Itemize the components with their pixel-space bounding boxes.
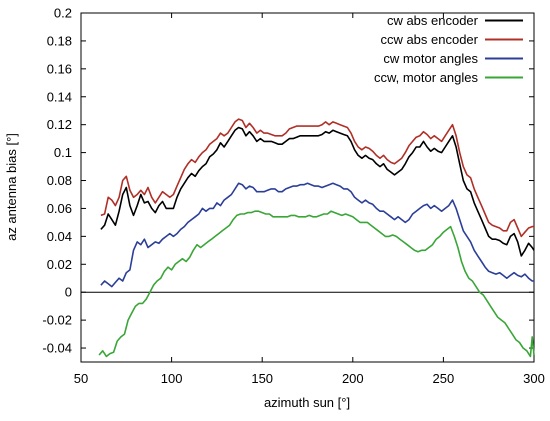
y-tick-label: -0.04 (42, 341, 72, 356)
plot-frame (80, 12, 535, 363)
y-tick-label: 0.2 (54, 6, 72, 21)
y-tick-label: 0.02 (47, 257, 72, 272)
x-tick-label: 100 (161, 371, 183, 386)
series-line-2 (100, 182, 534, 288)
y-tick-label: 0.18 (47, 33, 72, 48)
x-tick-label: 250 (433, 371, 455, 386)
y-tick-label: 0.04 (47, 229, 72, 244)
legend-label-0: cw abs encoder (387, 13, 479, 28)
y-tick-label: 0.06 (47, 201, 72, 216)
x-tick-label: 150 (251, 371, 273, 386)
series-line-1 (100, 118, 534, 238)
legend: cw abs encoder ccw abs encoder cw motor an… (374, 13, 523, 85)
y-axis-title: az antenna bias [°] (4, 133, 19, 241)
y-tick-label: 0.14 (47, 89, 72, 104)
x-tick-label: 200 (342, 371, 364, 386)
series-line-3 (98, 210, 535, 358)
y-tick-label: 0.08 (47, 173, 72, 188)
y-tick-label: 0.1 (54, 145, 72, 160)
legend-label-3: ccw, motor angles (374, 70, 479, 85)
y-tick-label: 0 (65, 285, 72, 300)
legend-label-2: cw motor angles (383, 51, 478, 66)
x-axis-title: azimuth sun [°] (264, 395, 350, 410)
y-tick-label: 0.16 (47, 61, 72, 76)
y-tick-label: 0.12 (47, 117, 72, 132)
x-tick-label: 50 (74, 371, 88, 386)
legend-label-1: ccw abs encoder (380, 32, 478, 47)
x-tick-label: 300 (523, 371, 545, 386)
series-line-0 (100, 126, 535, 257)
y-tick-label: -0.02 (42, 313, 72, 328)
